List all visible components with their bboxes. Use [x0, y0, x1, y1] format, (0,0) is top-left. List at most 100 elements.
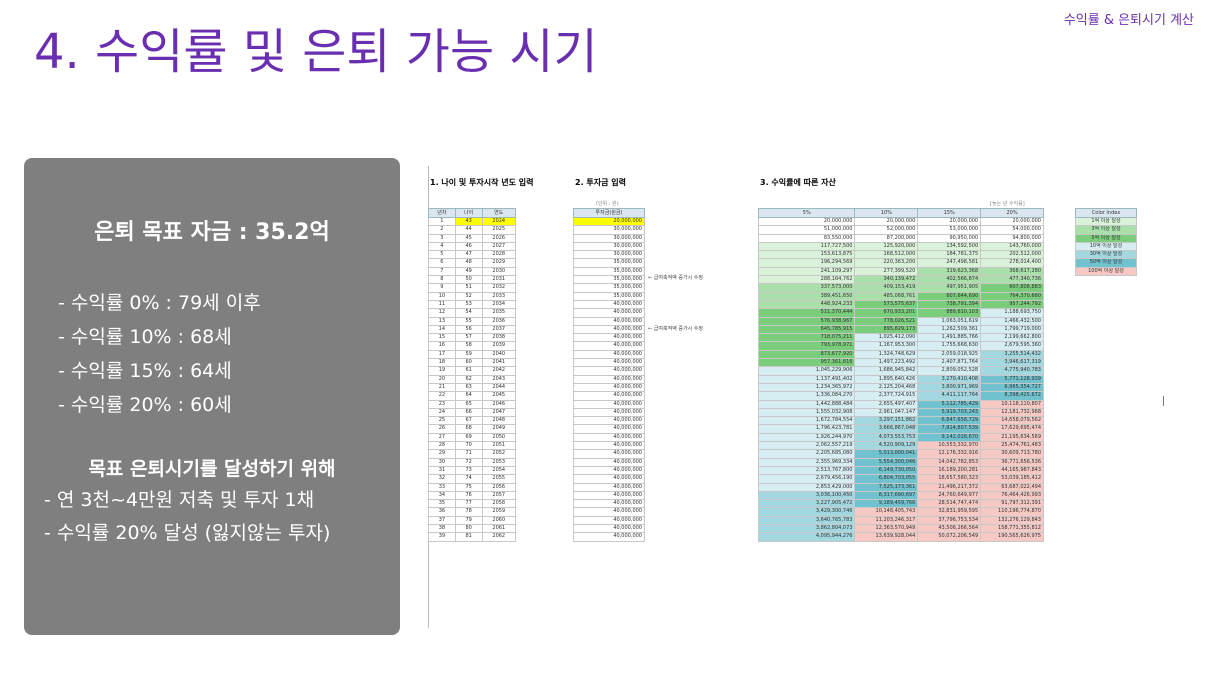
cell: 36,771,656,536 [980, 457, 1044, 467]
table-row: 33 75 2056 [428, 482, 517, 492]
cell: 5 [428, 250, 456, 260]
cell: 573,575,637 [854, 299, 919, 310]
cell: 39 [428, 532, 456, 542]
legend-row: 100억 이상 달성 [1075, 266, 1137, 277]
cell: 53 [454, 299, 483, 310]
table-row: 40,000,000 [573, 366, 645, 376]
table-row: 40,000,000 [573, 349, 645, 360]
cell: 61 [454, 366, 483, 376]
cell: 71 [454, 449, 483, 459]
legend-title: Color Index [1075, 208, 1137, 218]
right-note: [늦는 년 수익률] [990, 201, 1025, 207]
cell: 2036 [481, 316, 517, 326]
table-row: 3,862,804,073 12,363,570,949 43,506,266,56… [757, 523, 1044, 534]
cell: 25 [428, 416, 456, 426]
cell: 3 [428, 233, 456, 243]
table-row: 40,000,000 [573, 532, 645, 542]
table-row: 27 69 2050 [428, 432, 517, 443]
legend-row: 30억 이상 달성 [1075, 250, 1137, 260]
cell: 40,000,000 [573, 424, 645, 434]
table-row: 40,000,000 [573, 482, 645, 492]
cell: 5,919,703,243 [917, 407, 982, 418]
cell: 764,370,660 [980, 291, 1044, 301]
cell: 54 [454, 308, 483, 318]
table-row: 40,000,000 [573, 324, 645, 335]
table-row: 40,000,000 [573, 490, 645, 501]
cell: 32,831,959,595 [917, 507, 982, 517]
cell: 7,914,807,539 [917, 424, 982, 434]
cell: 35,000,000 [573, 275, 645, 285]
cell: 409,153,419 [854, 283, 919, 293]
table-row: 1,045,229,906 1,686,945,842 2,809,052,528 4… [757, 366, 1044, 376]
cell: 16 [428, 341, 456, 351]
cell: 4,095,944,276 [757, 532, 856, 542]
table-row: 30,000,000 [573, 233, 645, 243]
cell: 1,045,229,906 [757, 366, 856, 376]
table-row: 2,513,767,800 6,149,730,050 16,189,200,281… [757, 465, 1044, 476]
cell: 2046 [481, 399, 517, 409]
cell: 69 [454, 432, 483, 443]
table-row: 4,095,944,276 13,639,928,044 50,072,206,54… [757, 532, 1044, 542]
cell: 37 [428, 515, 456, 526]
cell: 10,553,332,970 [917, 440, 982, 451]
col-header: 나이 [454, 208, 483, 218]
table-row: 40,000,000 [573, 333, 645, 343]
table-row: 1,234,365,972 2,125,204,468 3,800,971,969 6… [757, 382, 1044, 393]
table-row: 40,000,000 [573, 474, 645, 484]
table-row: 1,796,423,781 3,666,867,048 7,914,807,539 1… [757, 424, 1044, 434]
cell: 28 [428, 440, 456, 451]
cell: 2,513,767,800 [757, 465, 856, 476]
cell: 75 [454, 482, 483, 492]
table-row: 26 68 2049 [428, 424, 517, 434]
cell: 3,255,514,432 [980, 349, 1044, 360]
cell: 91,797,312,391 [980, 499, 1044, 509]
table-row: 288,164,762 340,139,472 402,566,874 477,340… [757, 275, 1044, 285]
cell: 485,068,761 [854, 291, 919, 301]
cell: 36 [428, 507, 456, 517]
section1-title: 1. 나이 및 투자시작 년도 입력 [430, 178, 534, 187]
cell: 895,829,173 [854, 324, 919, 335]
cell: 337,573,000 [757, 283, 856, 293]
cell: 3,270,410,408 [917, 374, 982, 384]
cell: 59 [454, 349, 483, 360]
table-row: 1,336,084,270 2,377,724,915 4,411,117,764 8… [757, 391, 1044, 401]
table-row: 40,000,000 [573, 465, 645, 476]
cell: 448,924,233 [757, 299, 856, 310]
goal-text: 은퇴 목표 자금 : 35.2억 [94, 220, 330, 245]
table-row: 389,451,650 485,068,761 607,644,690 764,370… [757, 291, 1044, 301]
table-row: 40,000,000 [573, 432, 645, 443]
table-row: 10 52 2033 [428, 291, 517, 301]
investment-table: 투자금(원금) 20,000,000 30,000,000 30,000,000 30… [573, 208, 645, 542]
cell: 5,771,128,939 [980, 374, 1044, 384]
table-row: 16 58 2039 [428, 341, 517, 351]
cell: 168,512,000 [854, 250, 919, 260]
cell: 32 [428, 474, 456, 484]
cell: 1,137,491,402 [757, 374, 856, 384]
cell: 76 [454, 490, 483, 501]
cell: 21,195,634,569 [980, 432, 1044, 443]
cell: 2047 [481, 407, 517, 418]
cell: 7 [428, 266, 456, 277]
cell: 873,677,920 [757, 349, 856, 360]
unit-note: (단위 : 원) [596, 201, 619, 207]
cell: 94,800,000 [980, 233, 1044, 243]
cell: 1,926,244,970 [757, 432, 856, 443]
cell: 158,771,355,812 [980, 523, 1044, 534]
cell: 2062 [481, 532, 517, 542]
col-header: 15% [917, 208, 982, 218]
cell: 28,514,747,474 [917, 499, 982, 509]
cell: 2029 [481, 258, 517, 268]
table-row: 196,294,569 220,363,200 247,498,581 278,014… [757, 258, 1044, 268]
legend-item: 30억 이상 달성 [1075, 250, 1137, 260]
table-row: 40,000,000 [573, 407, 645, 418]
cell: 25,474,761,483 [980, 440, 1044, 451]
cell: 54,000,000 [980, 225, 1044, 235]
table-row: 40,000,000 [573, 358, 645, 368]
cell: 20 [428, 374, 456, 384]
cell: 23 [428, 399, 456, 409]
table-row: 5 47 2028 [428, 250, 517, 260]
cell: 17 [428, 349, 456, 360]
cell: 277,399,520 [854, 266, 919, 277]
cell: 576,938,967 [757, 316, 856, 326]
cell: 2041 [481, 358, 517, 368]
